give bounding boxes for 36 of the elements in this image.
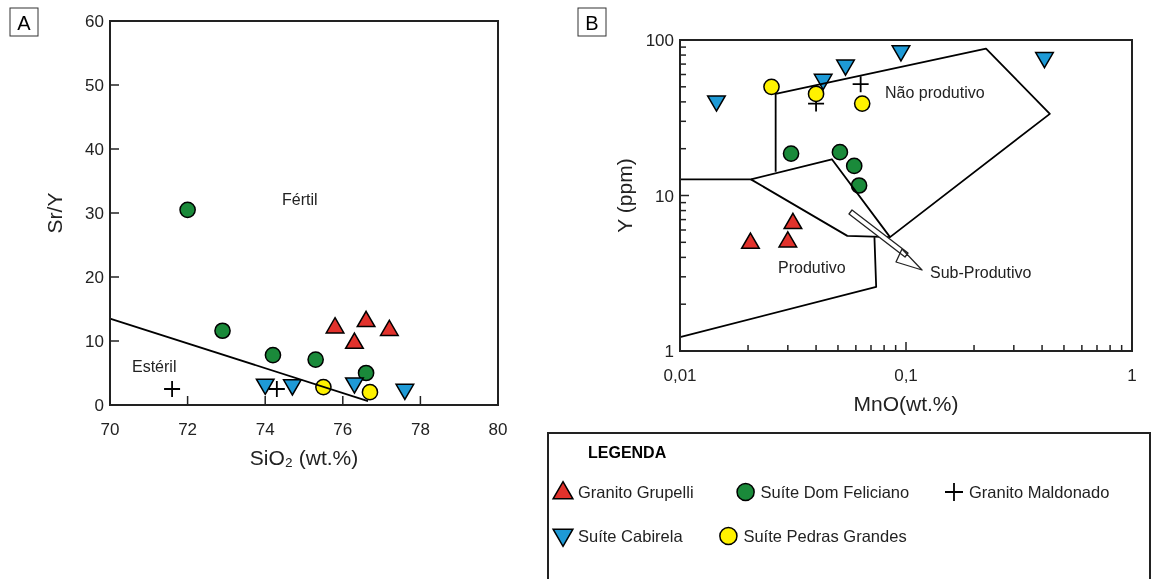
y-tick-label: 60 bbox=[85, 12, 104, 31]
y-tick-label: 10 bbox=[655, 186, 674, 206]
annotation: Não produtivo bbox=[885, 84, 985, 101]
chart-title: A bbox=[17, 12, 32, 34]
legend-label: Granito Maldonado bbox=[969, 483, 1110, 501]
x-tick-label: 80 bbox=[488, 420, 508, 439]
y-tick-label: 1 bbox=[664, 342, 674, 361]
x-tick-label: 78 bbox=[410, 420, 430, 439]
annotation: Fértil bbox=[282, 191, 318, 208]
y-tick-label: 20 bbox=[85, 268, 104, 287]
y-tick-label: 0 bbox=[94, 396, 104, 415]
y-tick-label: 50 bbox=[85, 76, 104, 95]
annotation: Produtivo bbox=[778, 259, 846, 276]
legend-label: Granito Grupelli bbox=[578, 483, 694, 501]
y-tick-label: 40 bbox=[85, 140, 104, 159]
legend-label: Suíte Dom Feliciano bbox=[760, 483, 910, 501]
x-tick-label: 0,1 bbox=[894, 366, 918, 385]
x-tick-label: 74 bbox=[255, 420, 275, 439]
chart-title: B bbox=[585, 12, 599, 34]
y-axis-title: Sr/Y bbox=[43, 192, 66, 234]
y-tick-label: 100 bbox=[645, 31, 674, 50]
y-axis-title: Y (ppm) bbox=[613, 158, 636, 233]
annotation: Estéril bbox=[132, 358, 177, 375]
x-tick-label: 70 bbox=[100, 420, 120, 439]
x-tick-label: 1 bbox=[1127, 366, 1137, 385]
x-tick-label: 0,01 bbox=[663, 366, 697, 385]
x-axis-title: MnO(wt.%) bbox=[853, 392, 959, 415]
y-tick-label: 30 bbox=[85, 204, 104, 223]
x-tick-label: 76 bbox=[333, 420, 353, 439]
y-tick-label: 10 bbox=[85, 332, 104, 351]
legend-label: Suíte Pedras Grandes bbox=[743, 527, 907, 545]
legend-label: Suíte Cabirela bbox=[578, 527, 684, 545]
x-axis-title: SiO₂ (wt.%) bbox=[249, 446, 359, 469]
legend-title: LEGENDA bbox=[588, 444, 667, 461]
x-tick-label: 72 bbox=[178, 420, 198, 439]
annotation: Sub-Produtivo bbox=[930, 264, 1032, 281]
